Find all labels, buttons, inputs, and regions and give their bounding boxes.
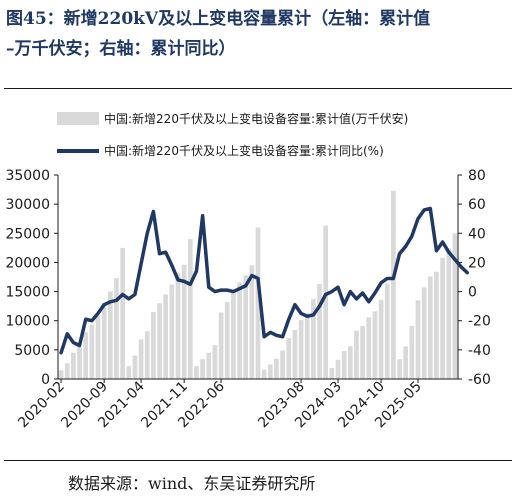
bar-2022-05 bbox=[212, 345, 218, 379]
right-tick-label: -60 bbox=[468, 372, 491, 388]
bar-2020-07 bbox=[89, 324, 95, 379]
bar-2023-04 bbox=[274, 358, 279, 379]
bar-2023-12 bbox=[323, 225, 329, 379]
bar-2023-05 bbox=[280, 350, 285, 379]
bar-2025-04 bbox=[409, 325, 415, 379]
left-tick-label: 5000 bbox=[14, 343, 50, 359]
bar-2024-12 bbox=[391, 190, 396, 379]
bar-2021-04 bbox=[138, 339, 144, 379]
bar-2025-07 bbox=[427, 276, 433, 379]
bar-2021-10 bbox=[175, 272, 181, 379]
left-tick-label: 35000 bbox=[5, 168, 50, 184]
bar-2025-11 bbox=[452, 233, 458, 379]
chart-title: 图45：新增220kV及以上变电容量累计（左轴：累计值 –万千伏安；右轴：累计同… bbox=[6, 4, 514, 64]
bar-2022-08 bbox=[231, 292, 236, 379]
bar-2020-04 bbox=[71, 352, 76, 379]
bar-2025-02 bbox=[397, 359, 402, 379]
bar-2024-10 bbox=[378, 299, 384, 379]
bar-2023-03 bbox=[267, 364, 273, 379]
bar-2021-02 bbox=[126, 366, 132, 379]
title-line-2: –万千伏安；右轴：累计同比） bbox=[6, 39, 236, 59]
left-tick-label: 15000 bbox=[5, 285, 50, 301]
bar-2024-06 bbox=[354, 330, 359, 379]
bar-2024-04 bbox=[341, 351, 347, 379]
right-tick-label: -40 bbox=[468, 343, 491, 359]
bar-2024-11 bbox=[384, 283, 390, 379]
legend-bar-label: 中国:新增220千伏及以上变电设备容量:累计值(万千伏安) bbox=[104, 111, 408, 126]
bar-2020-06 bbox=[83, 332, 89, 379]
bar-2024-08 bbox=[366, 317, 372, 379]
axes: 35000 30000 25000 20000 15000 10000 5000 0 80 60 4… bbox=[5, 168, 490, 431]
right-tick-label: 20 bbox=[468, 255, 486, 271]
bar-2024-03 bbox=[335, 359, 341, 379]
bar-2022-10 bbox=[243, 275, 249, 379]
source-note: 数据来源：wind、东吴证券研究所 bbox=[68, 474, 316, 493]
bar-2025-05 bbox=[415, 300, 421, 379]
bar-2021-12 bbox=[187, 239, 193, 379]
bar-2021-06 bbox=[151, 311, 156, 379]
bar-2020-11 bbox=[114, 278, 119, 379]
bar-2023-02 bbox=[261, 369, 267, 379]
line-series bbox=[59, 206, 469, 355]
yoy-line bbox=[59, 206, 469, 355]
bar-2023-08 bbox=[298, 320, 304, 379]
right-tick-label: 0 bbox=[468, 285, 477, 301]
bar-2020-09 bbox=[101, 303, 107, 379]
right-tick-label: 40 bbox=[468, 226, 486, 242]
bar-2024-02 bbox=[329, 367, 335, 379]
bar-2021-09 bbox=[169, 284, 175, 379]
bar-2022-07 bbox=[224, 302, 230, 379]
bar-2021-07 bbox=[157, 303, 162, 379]
bar-2022-11 bbox=[249, 265, 255, 379]
bar-2025-03 bbox=[403, 346, 409, 379]
bar-2021-03 bbox=[132, 355, 138, 379]
bar-2020-10 bbox=[107, 291, 113, 379]
bar-2022-02 bbox=[194, 366, 199, 379]
right-tick-label: -20 bbox=[468, 314, 491, 330]
bar-2022-12 bbox=[255, 227, 261, 379]
left-tick-label: 10000 bbox=[5, 314, 50, 330]
right-tick-label: 80 bbox=[468, 168, 486, 184]
bar-2023-06 bbox=[286, 338, 292, 379]
bar-2020-02 bbox=[58, 370, 64, 379]
bar-2025-10 bbox=[446, 248, 452, 379]
left-tick-label: 30000 bbox=[5, 197, 50, 213]
bar-2024-07 bbox=[360, 325, 365, 379]
bar-2020-05 bbox=[77, 346, 82, 379]
bar-2023-07 bbox=[292, 330, 298, 379]
bar-2022-09 bbox=[237, 282, 242, 379]
left-tick-label: 25000 bbox=[5, 226, 50, 242]
legend-line-label: 中国:新增220千伏及以上变电设备容量:累计同比(%) bbox=[104, 143, 384, 158]
legend: 中国:新增220千伏及以上变电设备容量:累计值(万千伏安) 中国:新增220千伏… bbox=[57, 111, 408, 158]
bar-2020-08 bbox=[95, 316, 101, 379]
top-rule bbox=[4, 88, 512, 89]
bar-2023-10 bbox=[311, 299, 316, 379]
bar-2020-12 bbox=[120, 247, 125, 379]
legend-bar-swatch bbox=[57, 112, 99, 125]
bar-2021-05 bbox=[144, 331, 150, 379]
bar-2023-09 bbox=[304, 313, 310, 379]
bar-series bbox=[58, 190, 458, 379]
bar-2023-11 bbox=[317, 283, 322, 379]
bar-2022-04 bbox=[206, 352, 212, 379]
title-line-1: 图45：新增220kV及以上变电容量累计（左轴：累计值 bbox=[6, 9, 431, 29]
left-tick-label: 0 bbox=[41, 372, 50, 388]
left-tick-label: 20000 bbox=[5, 255, 50, 271]
bottom-rule bbox=[4, 460, 512, 461]
bar-2022-03 bbox=[200, 359, 205, 379]
bar-2021-11 bbox=[181, 264, 187, 379]
chart: 中国:新增220千伏及以上变电设备容量:累计值(万千伏安) 中国:新增220千伏… bbox=[5, 111, 490, 431]
bar-2024-09 bbox=[372, 311, 378, 379]
bar-2022-06 bbox=[218, 312, 224, 379]
bar-2020-03 bbox=[64, 363, 70, 379]
bar-2025-06 bbox=[421, 287, 427, 379]
bar-2025-08 bbox=[434, 271, 439, 379]
bar-2024-05 bbox=[347, 346, 353, 379]
right-tick-label: 60 bbox=[468, 197, 486, 213]
bar-2025-09 bbox=[440, 257, 445, 379]
bar-2021-08 bbox=[163, 294, 169, 379]
